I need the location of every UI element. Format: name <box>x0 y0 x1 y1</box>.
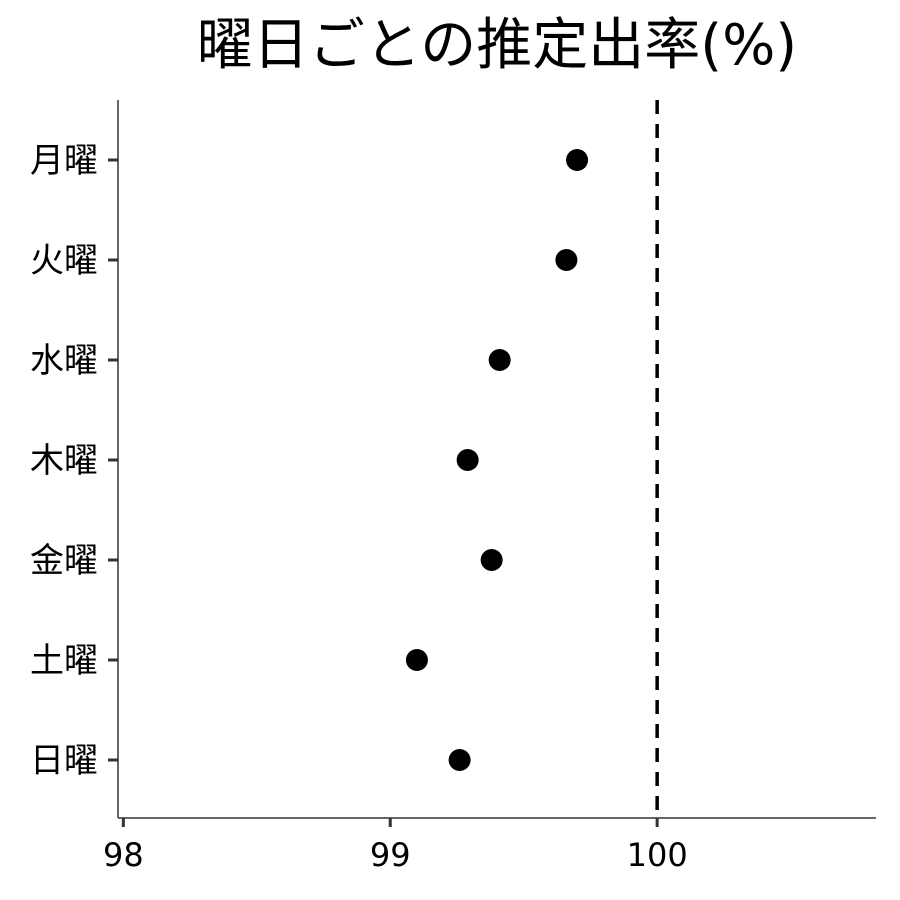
x-tick-label: 100 <box>627 836 688 874</box>
y-tick-label: 日曜 <box>30 741 98 781</box>
data-point <box>448 749 471 771</box>
chart-title: 曜日ごとの推定出率(%) <box>197 13 797 78</box>
y-tick-label: 火曜 <box>30 241 98 281</box>
y-tick-label: 水曜 <box>30 341 98 381</box>
data-point <box>488 349 511 371</box>
x-tick-label: 98 <box>103 836 144 874</box>
data-point <box>480 549 503 571</box>
data-point <box>456 449 479 471</box>
y-tick-label: 土曜 <box>30 641 98 681</box>
data-point <box>566 149 589 171</box>
y-tick-label: 木曜 <box>30 441 98 481</box>
y-tick-label: 月曜 <box>30 141 98 181</box>
data-point <box>405 649 428 671</box>
x-tick-label: 99 <box>370 836 411 874</box>
y-tick-label: 金曜 <box>30 541 98 581</box>
data-point <box>555 249 578 271</box>
